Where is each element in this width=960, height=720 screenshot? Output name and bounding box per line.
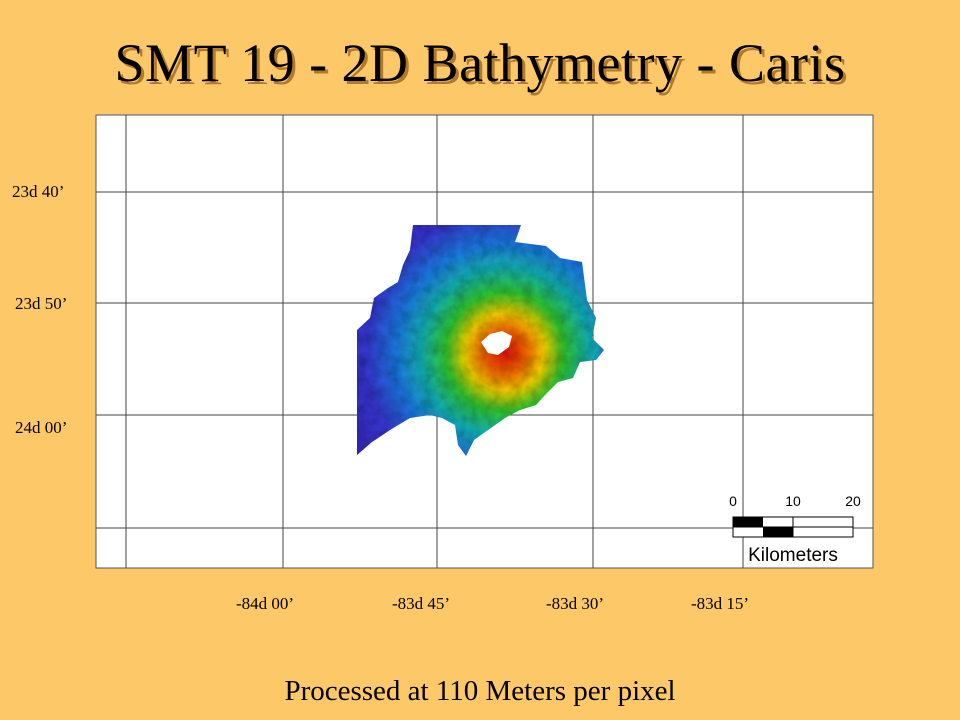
scale-tick-label: 20 — [845, 493, 861, 509]
latitude-label: 23d 40’ — [12, 182, 65, 201]
longitude-label: -83d 30’ — [546, 594, 605, 613]
caption: Processed at 110 Meters per pixel — [284, 675, 676, 707]
bathymetry-surface — [357, 225, 604, 456]
longitude-label: -83d 15’ — [691, 594, 750, 613]
latitude-label: 24d 00’ — [15, 418, 68, 437]
scale-tick-label: 0 — [729, 493, 737, 509]
page-title: SMT 19 - 2D Bathymetry - Caris — [114, 33, 846, 93]
longitude-label: -83d 45’ — [392, 594, 451, 613]
scale-tick-label: 10 — [785, 493, 801, 509]
longitude-label: -84d 00’ — [236, 594, 295, 613]
scale-bar: 0 10 20 Kilometers — [729, 493, 861, 566]
scale-bar-segment — [763, 527, 793, 537]
scale-unit-label: Kilometers — [748, 545, 838, 566]
summit-gap — [481, 331, 512, 355]
scale-bar-segment — [733, 517, 763, 527]
latitude-label: 23d 50’ — [15, 294, 68, 313]
